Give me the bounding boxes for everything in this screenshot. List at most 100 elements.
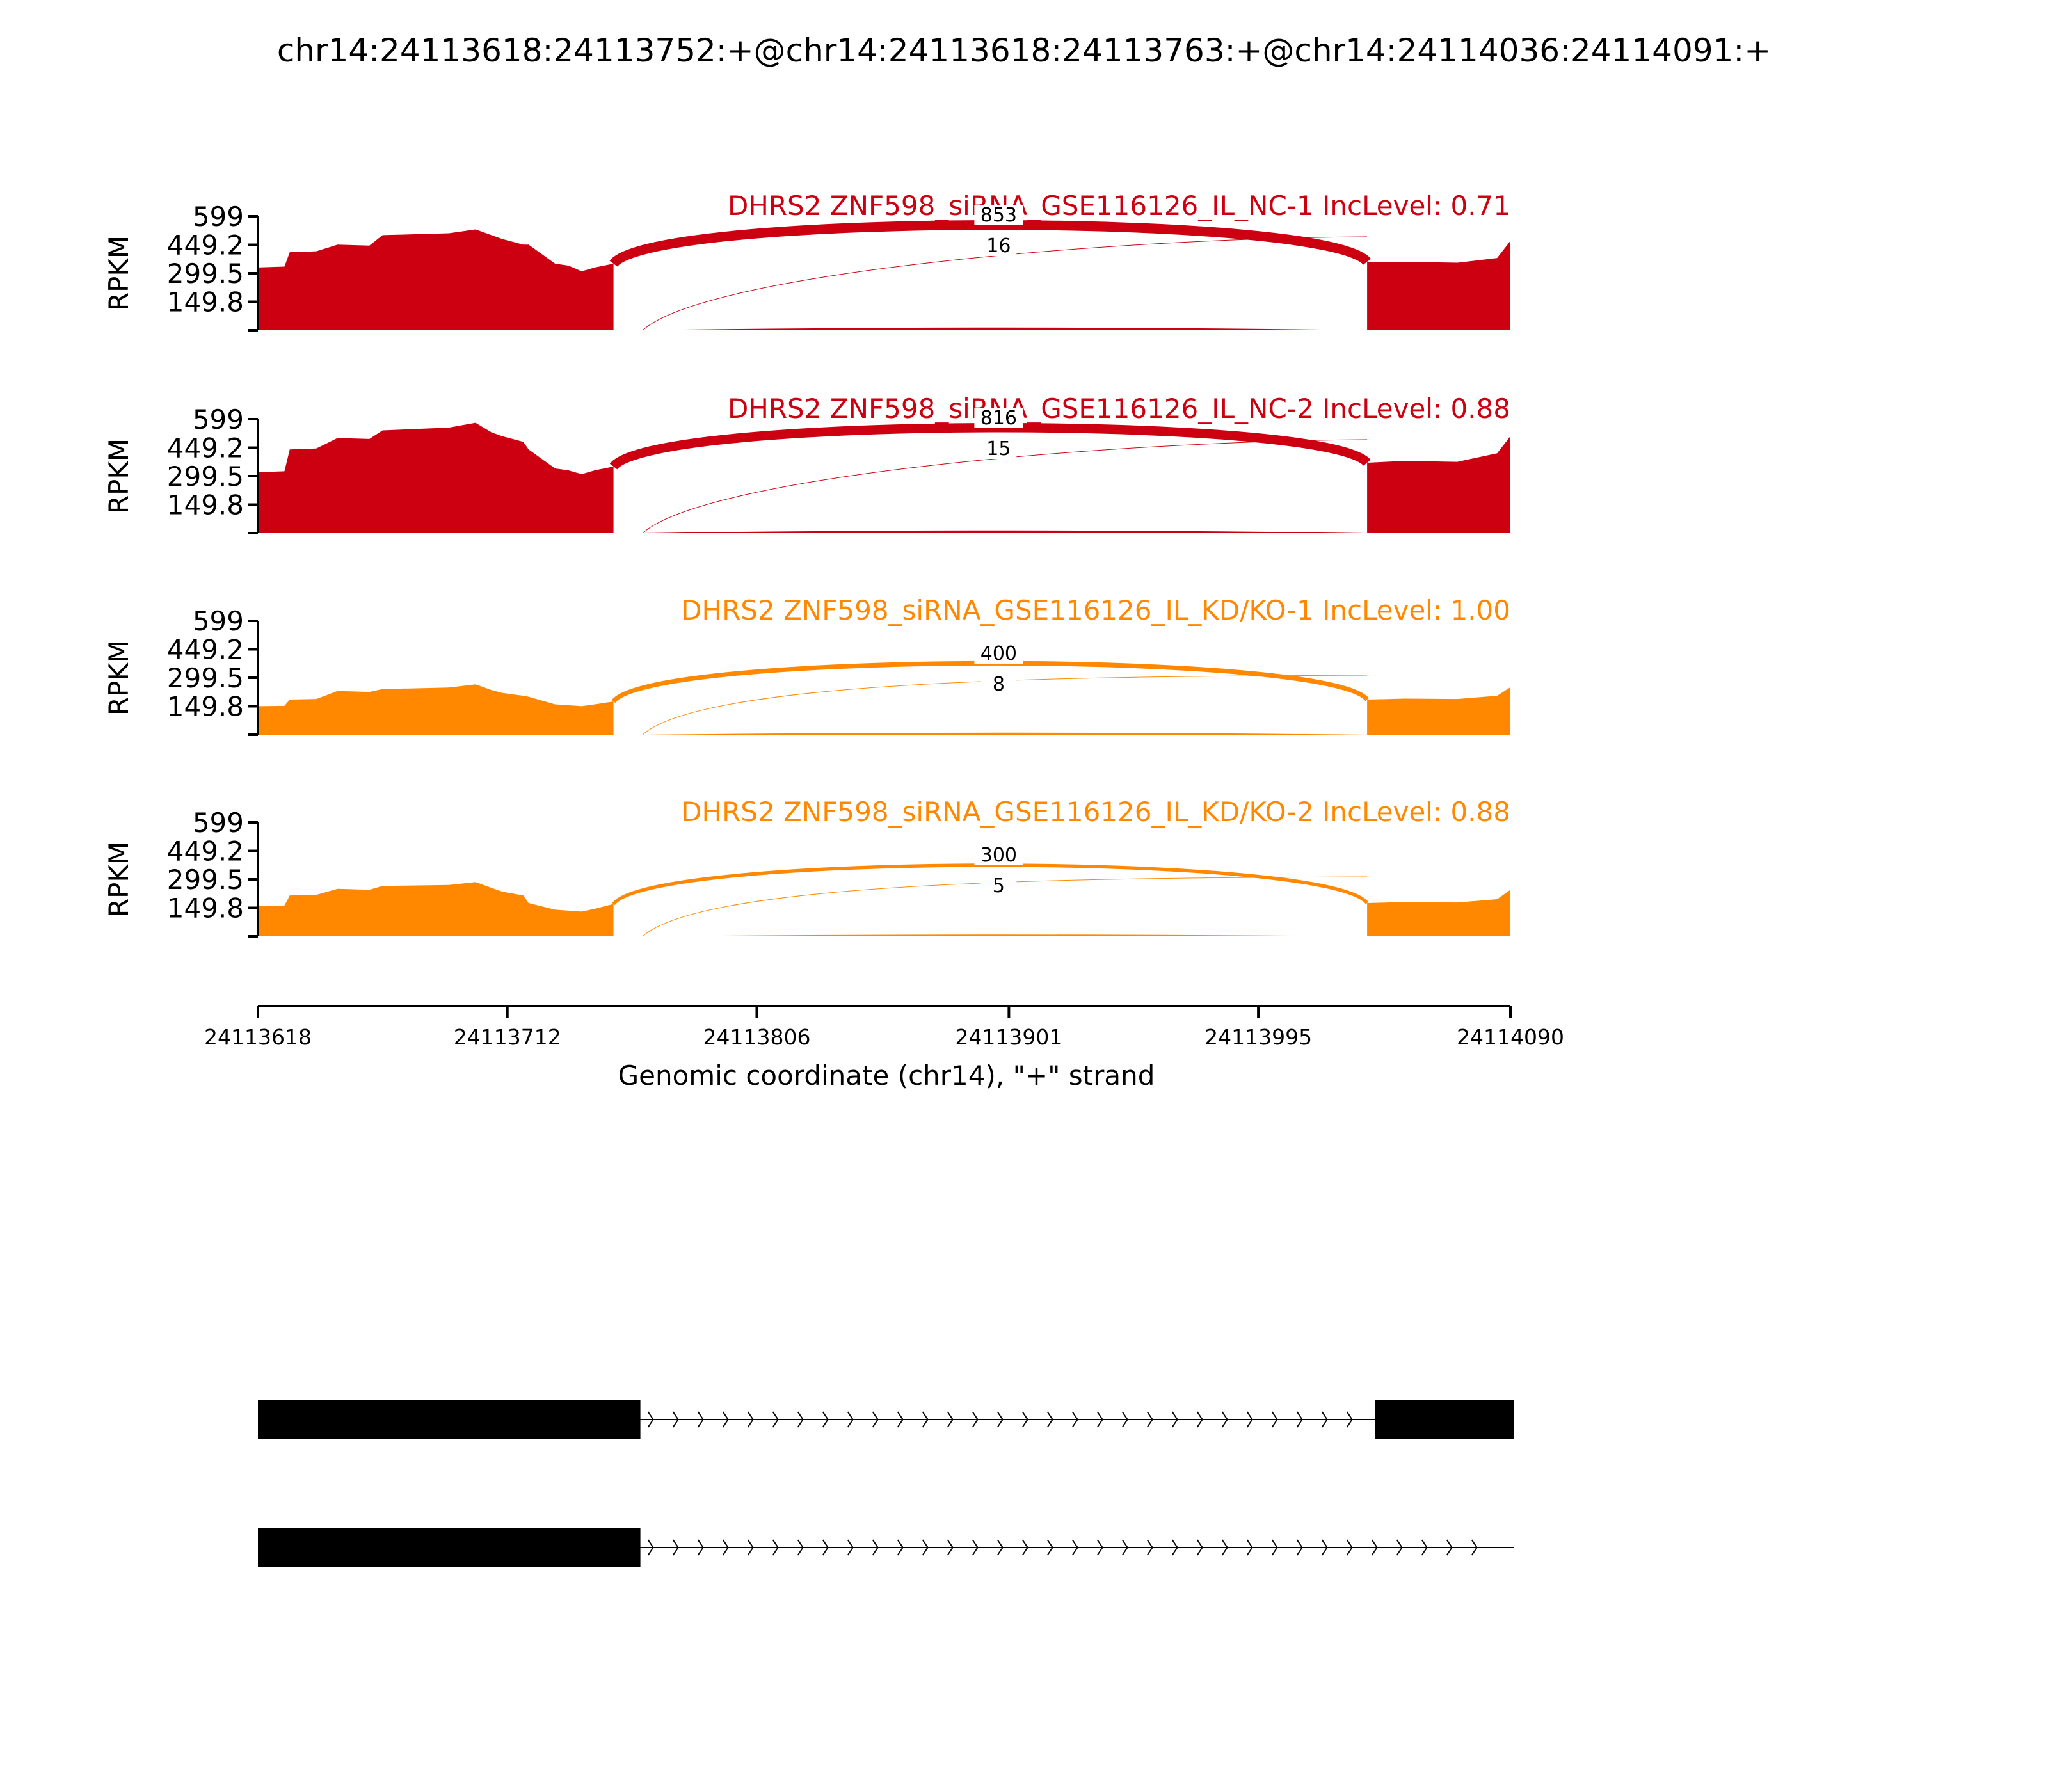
strand-arrow <box>1396 1539 1403 1556</box>
junction-arc-skipping <box>642 675 1368 735</box>
strand-arrow <box>647 1539 654 1556</box>
y-tick-label: 149.8 <box>167 286 244 317</box>
x-tick-label: 24113995 <box>1204 1025 1312 1050</box>
strand-arrow <box>1071 1539 1078 1556</box>
junction-label-bg <box>980 438 1017 459</box>
strand-arrow <box>797 1411 804 1428</box>
junction-arc-skipping <box>642 236 1368 331</box>
strand-arrow <box>996 1411 1004 1428</box>
strand-arrow <box>1171 1539 1178 1556</box>
strand-arrow <box>1246 1539 1253 1556</box>
y-tick-label: 449.2 <box>167 433 244 464</box>
junction-count-inclusion: 816 <box>980 407 1017 429</box>
sample-label: DHRS2 ZNF598_siRNA_GSE116126_IL_NC-2 Inc… <box>728 393 1510 424</box>
strand-arrow <box>747 1411 754 1428</box>
strand-arrow <box>1346 1539 1353 1556</box>
exon-block <box>258 1400 641 1439</box>
strand-arrow <box>872 1411 879 1428</box>
sample-label: DHRS2 ZNF598_siRNA_GSE116126_IL_KD/KO-2 … <box>681 796 1510 828</box>
y-axis-label: RPKM <box>103 236 134 311</box>
strand-arrow <box>1146 1411 1153 1428</box>
strand-arrow <box>822 1411 829 1428</box>
strand-arrow <box>1446 1539 1453 1556</box>
x-tick-label: 24113901 <box>955 1025 1062 1050</box>
strand-arrow <box>1096 1411 1103 1428</box>
strand-arrow <box>847 1411 854 1428</box>
y-tick-label: 449.2 <box>167 836 244 867</box>
x-tick-label: 24113618 <box>204 1025 312 1050</box>
strand-arrow <box>1296 1539 1303 1556</box>
x-axis-label: Genomic coordinate (chr14), "+" strand <box>618 1060 1155 1091</box>
strand-arrow <box>1046 1539 1053 1556</box>
strand-arrow <box>1271 1539 1278 1556</box>
transcript-2 <box>258 1528 1514 1567</box>
y-tick-label: 149.8 <box>167 489 244 520</box>
strand-arrow <box>647 1411 654 1428</box>
strand-arrow <box>1146 1539 1153 1556</box>
coverage-area-exon-1 <box>258 229 614 330</box>
strand-arrow <box>922 1539 929 1556</box>
strand-arrow <box>1121 1411 1128 1428</box>
coverage-area-intron <box>643 530 1368 533</box>
y-tick-label: 299.5 <box>167 662 244 694</box>
strand-arrow <box>772 1411 779 1428</box>
strand-arrow <box>1371 1539 1378 1556</box>
y-axis-label: RPKM <box>103 640 134 716</box>
y-tick-label: 149.8 <box>167 892 244 924</box>
exon-block <box>258 1528 641 1567</box>
strand-arrow <box>1296 1411 1303 1428</box>
exon-block <box>1375 1400 1514 1439</box>
junction-label-bg <box>980 236 1017 256</box>
strand-arrow <box>1421 1539 1428 1556</box>
y-tick-label: 299.5 <box>167 461 244 492</box>
y-axis-label: RPKM <box>103 438 134 514</box>
junction-count-skipping: 5 <box>993 875 1005 897</box>
strand-arrow <box>872 1539 879 1556</box>
strand-arrow <box>847 1539 854 1556</box>
strand-arrow <box>1046 1411 1053 1428</box>
strand-arrow <box>672 1411 679 1428</box>
junction-label-bg <box>974 205 1023 225</box>
coverage-area-exon-1 <box>258 422 614 533</box>
strand-arrow <box>1096 1539 1103 1556</box>
x-tick-label: 24114090 <box>1457 1025 1564 1050</box>
sample-label: DHRS2 ZNF598_siRNA_GSE116126_IL_KD/KO-1 … <box>681 595 1510 626</box>
strand-arrow <box>996 1539 1004 1556</box>
x-axis: 24113618 24113712 24113806 24113901 24113995… <box>204 1005 1564 1050</box>
coverage-area-exon-2 <box>1367 241 1510 330</box>
y-tick-label: 599 <box>193 605 244 637</box>
y-tick-label: 599 <box>193 404 244 435</box>
coverage-area-exon-2 <box>1367 687 1510 735</box>
strand-arrow <box>772 1539 779 1556</box>
sample-label: DHRS2 ZNF598_siRNA_GSE116126_IL_NC-1 Inc… <box>728 190 1510 221</box>
junction-label-bg <box>974 844 1023 865</box>
y-tick-label: 449.2 <box>167 230 244 261</box>
strand-arrow <box>922 1411 929 1428</box>
strand-arrow <box>1021 1539 1028 1556</box>
transcript-1 <box>258 1400 1514 1439</box>
strand-arrow <box>1246 1411 1253 1428</box>
strand-arrow <box>697 1539 704 1556</box>
coverage-area-intron <box>643 327 1368 330</box>
strand-arrow <box>822 1539 829 1556</box>
junction-label-bg <box>980 875 1017 896</box>
strand-arrow <box>1471 1539 1478 1556</box>
strand-arrow <box>697 1411 704 1428</box>
y-tick-label: 599 <box>193 807 244 838</box>
junction-label-bg <box>974 408 1023 428</box>
strand-arrow <box>1196 1411 1203 1428</box>
junction-count-skipping: 8 <box>993 673 1005 696</box>
strand-arrow <box>1321 1411 1328 1428</box>
strand-arrow <box>747 1539 754 1556</box>
y-tick-label: 449.2 <box>167 634 244 666</box>
strand-arrow <box>947 1539 954 1556</box>
coverage-area-intron <box>643 934 1368 936</box>
junction-count-inclusion: 400 <box>980 643 1017 665</box>
y-axis-label: RPKM <box>103 842 134 917</box>
coverage-area-intron <box>643 732 1368 735</box>
